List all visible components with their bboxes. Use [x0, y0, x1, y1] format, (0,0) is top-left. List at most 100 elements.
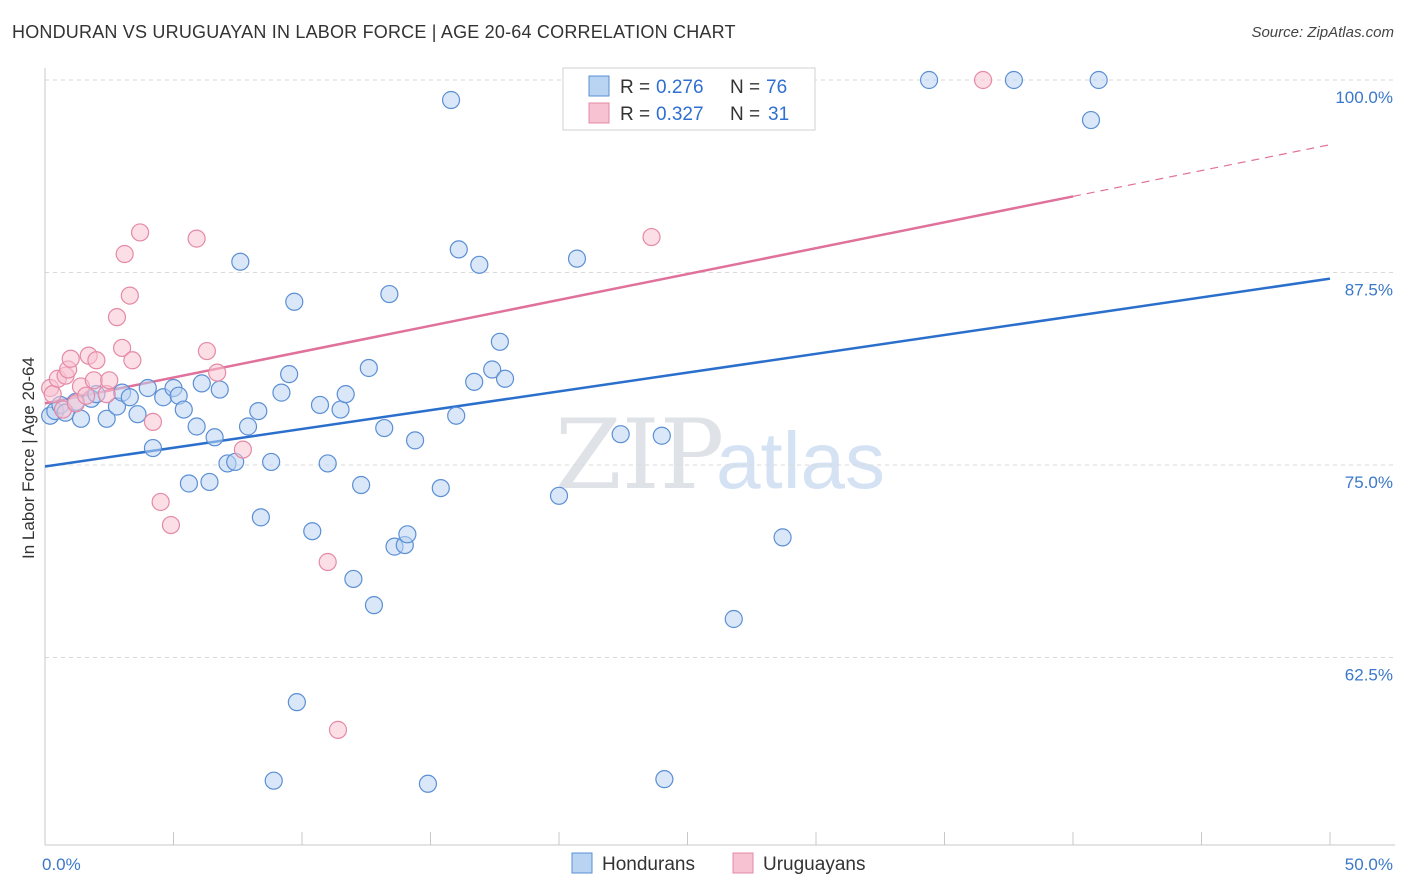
- point-hondurans-29: [249, 402, 268, 421]
- point-hondurans-33: [272, 383, 291, 402]
- bottom-legend-label-hondurans: Hondurans: [602, 854, 695, 875]
- point-uruguayans-15: [107, 308, 127, 327]
- point-hondurans-52: [418, 774, 438, 793]
- point-hondurans-67: [655, 770, 674, 789]
- point-hondurans-24: [210, 380, 229, 399]
- point-hondurans-44: [359, 358, 378, 378]
- point-hondurans-37: [303, 522, 322, 541]
- legend-r-label-hondurans: R =: [620, 77, 650, 98]
- point-hondurans-34: [280, 365, 299, 384]
- point-uruguayans-25: [197, 341, 217, 361]
- point-hondurans-61: [495, 369, 515, 388]
- point-uruguayans-11: [84, 371, 103, 390]
- point-hondurans-39: [318, 454, 337, 473]
- point-hondurans-11: [120, 388, 139, 407]
- point-uruguayans-29: [328, 720, 348, 739]
- point-hondurans-51: [405, 431, 425, 450]
- legend-n-label-hondurans: N =: [730, 77, 760, 98]
- legend-r-value-hondurans: 0.276: [656, 77, 704, 98]
- point-hondurans-73: [1004, 70, 1023, 90]
- point-hondurans-5: [71, 409, 91, 428]
- point-uruguayans-21: [143, 412, 163, 431]
- point-hondurans-28: [238, 417, 258, 436]
- trend-line-extension-uruguayans: [1072, 144, 1331, 198]
- point-hondurans-41: [336, 385, 355, 404]
- watermark: ZIP atlas: [555, 399, 885, 511]
- point-hondurans-35: [285, 292, 304, 311]
- point-uruguayans-16: [112, 338, 132, 358]
- point-hondurans-36: [287, 693, 306, 712]
- point-hondurans-50: [398, 525, 417, 544]
- bottom-legend: Hondurans Uruguayans: [571, 852, 865, 875]
- point-uruguayans-12: [87, 351, 106, 370]
- point-hondurans-62: [549, 486, 569, 505]
- point-hondurans-18: [174, 400, 193, 419]
- point-hondurans-13: [138, 378, 157, 398]
- point-uruguayans-30: [642, 227, 661, 247]
- point-hondurans-54: [441, 90, 461, 110]
- legend: R = 0.276 N = 76 R = 0.327 N = 31: [562, 67, 816, 131]
- trend-line-hondurans: [44, 277, 1331, 468]
- point-uruguayans-27: [233, 440, 252, 459]
- y-tick-label-2: 87.5%: [1345, 281, 1393, 300]
- chart-title: HONDURAN VS URUGUAYAN IN LABOR FORCE | A…: [12, 22, 736, 42]
- source-credit: Source: ZipAtlas.com: [1251, 24, 1394, 41]
- point-hondurans-22: [200, 472, 219, 492]
- point-hondurans-66: [652, 426, 671, 445]
- point-uruguayans-6: [61, 349, 80, 368]
- point-uruguayans-9: [77, 386, 96, 405]
- point-uruguayans-20: [130, 223, 150, 242]
- y-axis-label: In Labor Force | Age 20-64: [19, 357, 38, 559]
- point-hondurans-14: [143, 438, 163, 458]
- trend-line-uruguayans: [44, 195, 1074, 405]
- point-hondurans-72: [919, 70, 939, 90]
- point-hondurans-59: [483, 360, 502, 379]
- point-hondurans-45: [364, 596, 384, 615]
- point-hondurans-8: [97, 409, 116, 428]
- y-tick-label-0: 62.5%: [1345, 666, 1393, 685]
- point-hondurans-60: [490, 332, 509, 351]
- point-hondurans-12: [128, 405, 147, 424]
- watermark-atlas: atlas: [716, 416, 885, 505]
- point-uruguayans-26: [208, 363, 227, 382]
- x-tick-label-1: 50.0%: [1345, 855, 1393, 874]
- bottom-legend-swatch-uruguayans: [732, 852, 754, 874]
- x-tick-label-0: 0.0%: [42, 855, 81, 874]
- point-hondurans-30: [251, 508, 270, 527]
- point-uruguayans-19: [123, 351, 142, 370]
- bottom-legend-swatch-hondurans: [571, 852, 593, 874]
- point-hondurans-75: [1089, 70, 1108, 90]
- legend-n-value-uruguayans: 31: [768, 104, 789, 125]
- legend-n-value-hondurans: 76: [766, 77, 787, 98]
- data-points: [41, 70, 1108, 793]
- point-uruguayans-18: [120, 286, 139, 305]
- y-tick-label-1: 75.0%: [1345, 473, 1393, 492]
- point-uruguayans-28: [318, 552, 337, 572]
- point-hondurans-20: [187, 417, 206, 436]
- point-uruguayans-17: [115, 244, 134, 264]
- point-hondurans-74: [1081, 110, 1101, 130]
- point-uruguayans-14: [100, 371, 119, 390]
- point-hondurans-19: [179, 474, 199, 493]
- point-hondurans-71: [773, 528, 792, 547]
- point-hondurans-56: [449, 240, 468, 259]
- point-uruguayans-1: [43, 385, 62, 404]
- legend-swatch-uruguayans: [588, 102, 610, 124]
- point-hondurans-70: [724, 609, 743, 629]
- point-hondurans-21: [192, 374, 211, 393]
- point-hondurans-46: [375, 418, 394, 438]
- axes: [44, 68, 1395, 846]
- point-hondurans-57: [465, 372, 484, 391]
- point-hondurans-42: [344, 569, 363, 589]
- point-hondurans-27: [231, 252, 250, 271]
- legend-n-label-uruguayans: N =: [730, 104, 760, 125]
- point-hondurans-23: [205, 428, 224, 447]
- point-hondurans-32: [264, 771, 283, 790]
- point-hondurans-47: [380, 284, 399, 304]
- point-hondurans-53: [431, 479, 450, 498]
- point-hondurans-40: [331, 400, 350, 419]
- point-uruguayans-24: [187, 229, 206, 248]
- watermark-zip: ZIP: [555, 399, 724, 511]
- bottom-legend-label-uruguayans: Uruguayans: [763, 854, 865, 875]
